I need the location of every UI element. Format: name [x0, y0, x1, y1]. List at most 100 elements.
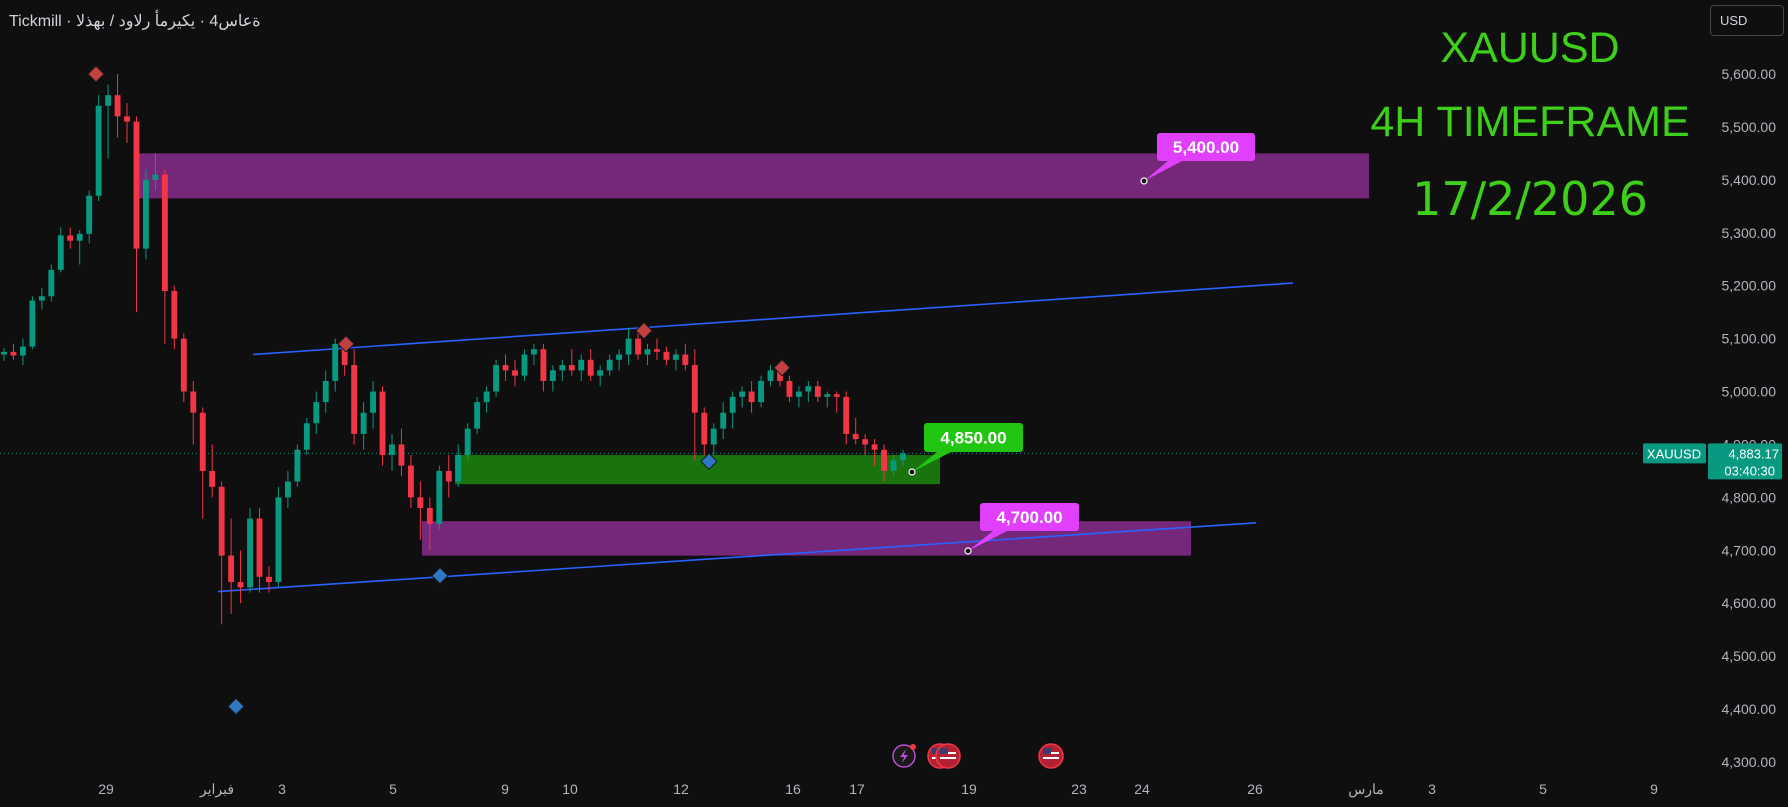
- price-tick-label: 5,100.00: [1722, 331, 1777, 347]
- candle-body: [228, 555, 235, 583]
- last-price-value: 4,883.17: [1728, 446, 1779, 461]
- candle: [729, 391, 736, 429]
- time-tick-label: 3: [278, 781, 286, 797]
- time-tick-label: 10: [562, 781, 578, 797]
- price-tick-label: 5,300.00: [1722, 225, 1777, 241]
- candle-body: [294, 449, 301, 482]
- pivot-markers-layer: [87, 65, 791, 716]
- candle-body: [549, 370, 556, 381]
- time-tick-label: 5: [1539, 781, 1547, 797]
- candle-body: [67, 235, 74, 241]
- candle: [890, 455, 897, 477]
- candle-body: [644, 349, 651, 355]
- time-tick-label: 5: [389, 781, 397, 797]
- candle-body: [370, 391, 376, 413]
- candle-body: [171, 290, 178, 339]
- candle: [426, 497, 433, 551]
- candle: [672, 349, 679, 371]
- candle-body: [398, 444, 405, 466]
- candle: [597, 365, 604, 387]
- candle: [701, 407, 708, 456]
- time-tick-label: 9: [1650, 781, 1658, 797]
- candle: [900, 449, 906, 466]
- time-tick-label: 12: [673, 781, 689, 797]
- candle-body: [483, 391, 490, 403]
- candle-body: [114, 95, 121, 117]
- price-axis[interactable]: 5,600.00 5,500.00 5,400.00 5,300.00 5,200.00…: [1643, 66, 1782, 770]
- candle-body: [275, 497, 282, 583]
- time-tick-label: مارس: [1348, 781, 1384, 798]
- pivot-high-marker: [635, 321, 653, 340]
- candle-body: [786, 380, 793, 397]
- time-axis[interactable]: 29 فبراير 3 5 9 10 12 16 17 19 23 24 26 مارس 3 5 9: [98, 781, 1658, 798]
- candle: [881, 444, 888, 482]
- candle: [199, 407, 206, 519]
- candle: [493, 359, 500, 397]
- candle-body: [38, 296, 45, 301]
- candle: [767, 365, 774, 387]
- pivot-low-marker: [431, 567, 449, 585]
- candle: [502, 354, 509, 381]
- candle-body: [1, 351, 7, 355]
- currency-button[interactable]: USD: [1710, 5, 1784, 36]
- candle: [786, 375, 793, 403]
- candle: [218, 481, 225, 625]
- callout-anchor-point: [964, 547, 972, 555]
- candle: [720, 402, 727, 440]
- callouts-layer: 5,400.00 4,850.00 4,700.00: [908, 133, 1255, 555]
- candle-body: [426, 507, 433, 524]
- candle-body: [436, 470, 443, 524]
- candle: [86, 190, 93, 244]
- lower-channel-trendline: [217, 521, 1257, 593]
- upper-channel-trendline: [252, 282, 1294, 356]
- symbol-title-line[interactable]: Tickmill · ةعاس4 · يكيرمأ رلاود / بهذلا: [9, 13, 261, 30]
- candle-body: [256, 518, 263, 577]
- candle: [48, 264, 55, 302]
- time-tick-label: 3: [1428, 781, 1436, 797]
- lightning-event-icon: [892, 744, 916, 768]
- candle: [332, 338, 339, 392]
- candle-body: [824, 394, 831, 397]
- lightning-glyph: [900, 749, 908, 763]
- candle-body: [266, 576, 272, 583]
- us-flag-event-icon: [935, 743, 961, 769]
- candle: [407, 455, 414, 508]
- candle-body: [351, 365, 358, 434]
- demand-zone: [455, 455, 940, 485]
- callout-box: [980, 503, 1079, 531]
- candle-body: [512, 370, 518, 376]
- overlay-timeframe-title: 4H TIMEFRAME: [1370, 98, 1690, 146]
- candle-body: [663, 351, 670, 360]
- candle-body: [332, 343, 339, 381]
- price-tick-label: 4,700.00: [1722, 542, 1777, 558]
- candle-body: [682, 354, 689, 366]
- candle-body: [209, 470, 216, 487]
- candle-body: [767, 370, 774, 381]
- candle: [76, 230, 83, 265]
- candle: [228, 518, 235, 614]
- price-tick-label: 5,200.00: [1722, 278, 1777, 294]
- candle-body: [417, 497, 424, 508]
- candle-body: [729, 396, 736, 413]
- candle: [57, 227, 64, 273]
- callout-label: 5,400.00: [1173, 138, 1239, 157]
- zones-layer: [135, 153, 1369, 556]
- candle-body: [502, 365, 509, 371]
- candle-body: [568, 365, 575, 371]
- candle: [710, 423, 717, 456]
- candle-body: [407, 465, 414, 498]
- callout-box: [924, 423, 1023, 452]
- candle: [606, 354, 613, 376]
- time-tick-label: 19: [961, 781, 977, 797]
- candle: [38, 288, 45, 310]
- price-tick-label: 4,300.00: [1722, 754, 1777, 770]
- price-callout: 4,700.00: [964, 503, 1079, 555]
- candle: [625, 328, 632, 366]
- candle-body: [284, 481, 291, 498]
- flag-stripe: [940, 757, 956, 759]
- candle-body: [95, 105, 102, 196]
- candle-body: [10, 351, 17, 356]
- price-tick-label: 4,400.00: [1722, 701, 1777, 717]
- candle-body: [389, 444, 395, 456]
